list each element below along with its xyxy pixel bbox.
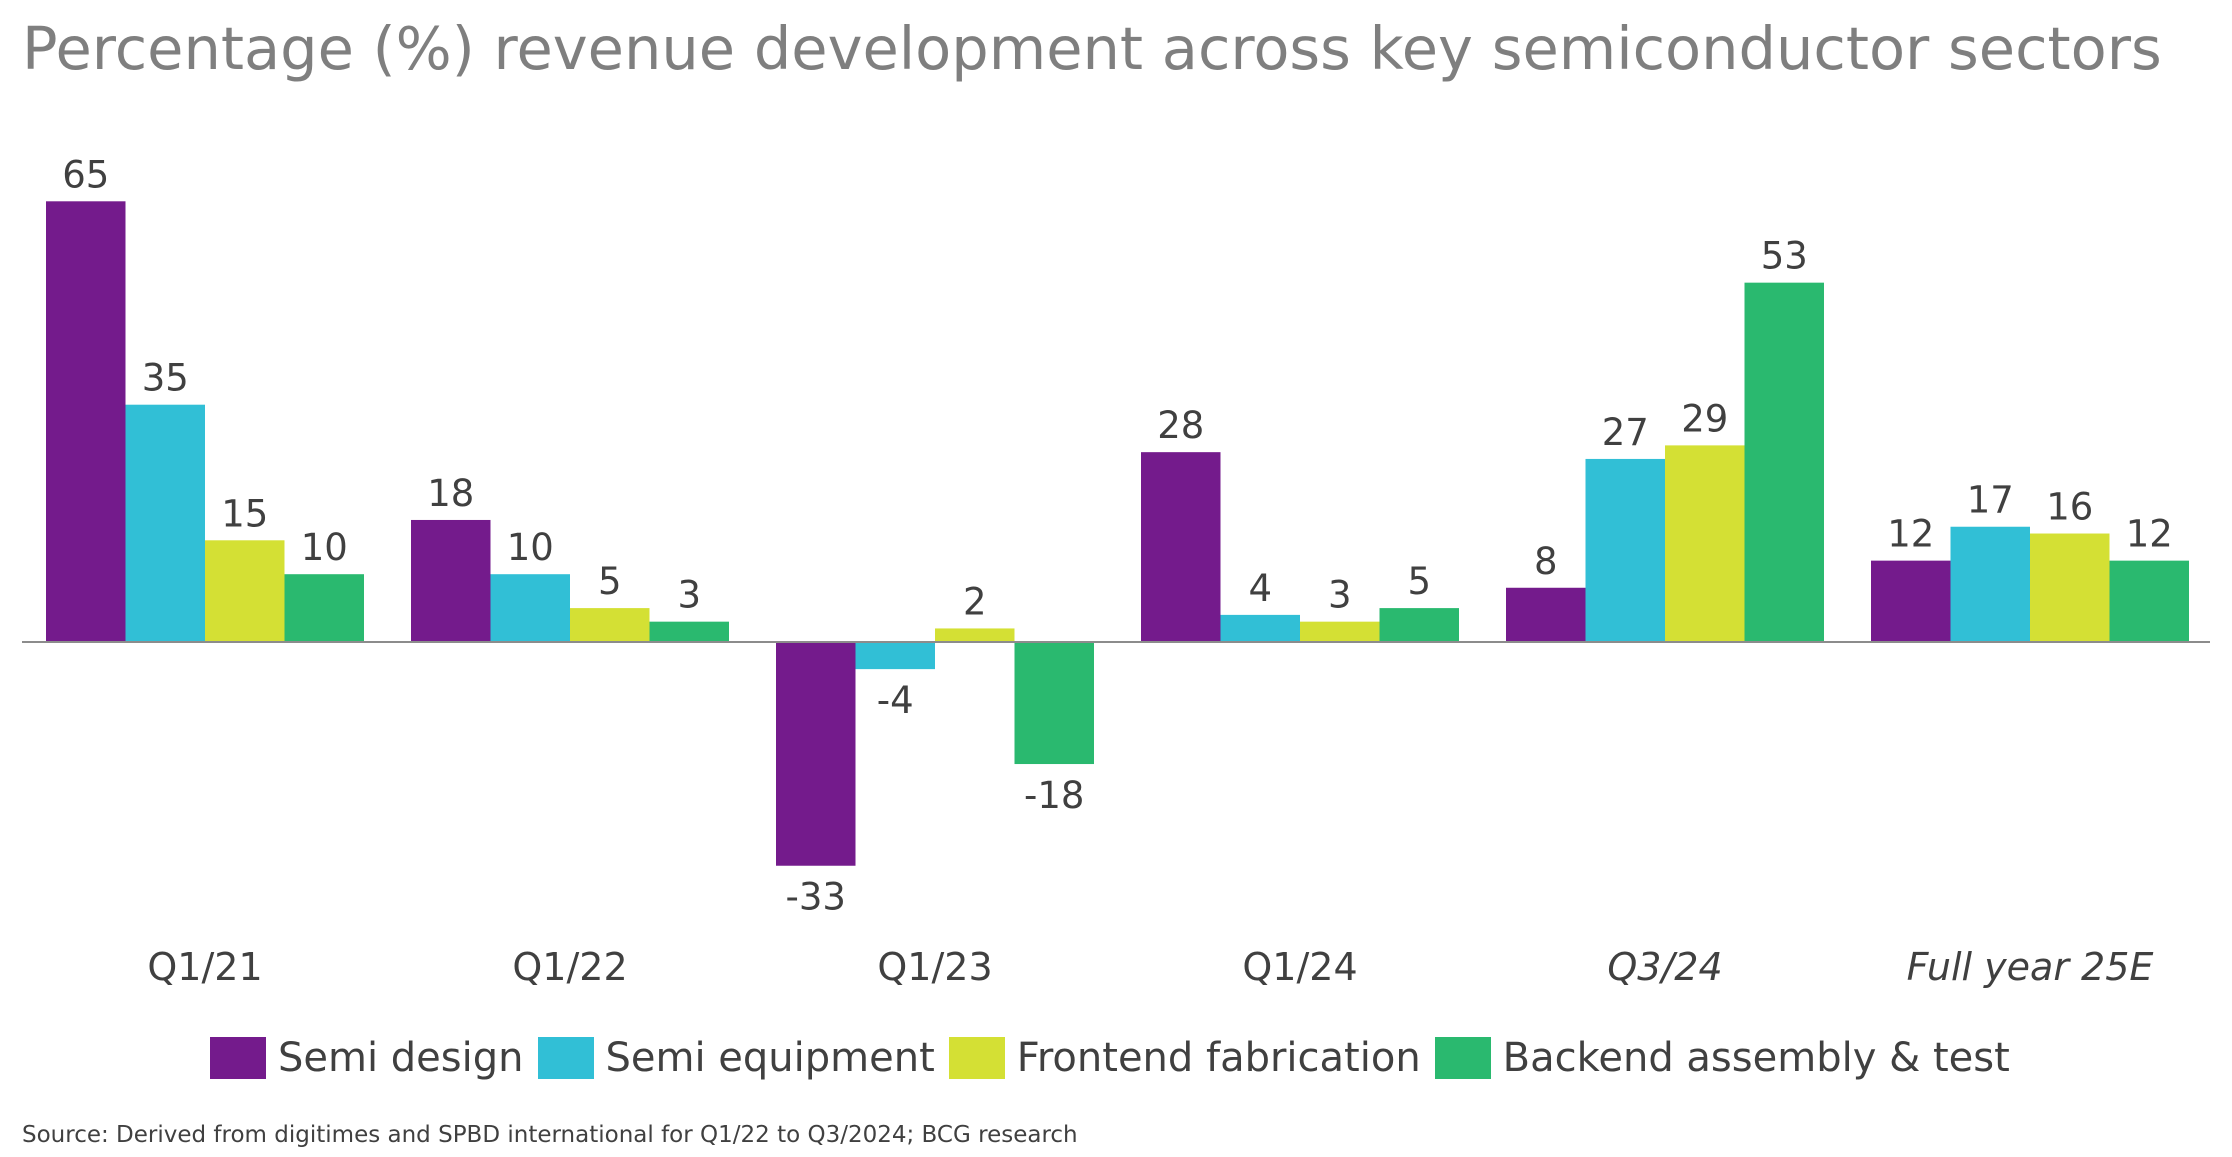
value-label-frontend-fabrication-full-year-25e: 16 (2046, 486, 2093, 529)
value-label-backend-assembly-test-q1-24: 5 (1407, 560, 1431, 603)
bar-backend-assembly-test-full-year-25e (2109, 560, 2189, 642)
source-note: Source: Derived from digitimes and SPBD … (22, 1122, 1078, 1148)
legend-item-backend-assembly-test: Backend assembly & test (1434, 1035, 2010, 1081)
value-label-semi-design-q1-21: 65 (62, 153, 109, 196)
legend-item-semi-design: Semi design (210, 1035, 524, 1081)
category-label-q3-24: Q3/24 (1607, 945, 1722, 989)
value-label-backend-assembly-test-q3-24: 53 (1761, 235, 1808, 278)
bar-frontend-fabrication-q1-21 (205, 540, 285, 642)
bar-semi-design-q1-22 (411, 519, 491, 642)
legend-label-backend-assembly-test: Backend assembly & test (1502, 1035, 2010, 1081)
legend-label-semi-design: Semi design (278, 1035, 524, 1081)
legend-item-frontend-fabrication: Frontend fabrication (948, 1035, 1421, 1081)
legend-swatch-semi-equipment (537, 1037, 594, 1079)
bar-semi-design-q1-21 (46, 201, 126, 643)
legend-swatch-backend-assembly-test (1434, 1037, 1491, 1079)
category-label-q1-23: Q1/23 (877, 945, 992, 989)
legend-swatch-semi-design (210, 1037, 266, 1079)
bar-backend-assembly-test-q1-24 (1379, 608, 1459, 642)
value-label-semi-design-q1-23: -33 (786, 876, 846, 919)
value-label-semi-design-full-year-25e: 12 (1887, 513, 1934, 556)
value-label-backend-assembly-test-q1-21: 10 (301, 526, 348, 569)
bar-backend-assembly-test-q3-24 (1744, 282, 1824, 642)
bar-frontend-fabrication-full-year-25e (2030, 533, 2110, 642)
value-label-backend-assembly-test-q1-23: -18 (1024, 774, 1084, 817)
bar-semi-equipment-q1-24 (1220, 614, 1300, 642)
value-label-backend-assembly-test-full-year-25e: 12 (2126, 513, 2173, 556)
value-label-frontend-fabrication-q1-24: 3 (1328, 574, 1352, 617)
value-label-semi-design-q1-24: 28 (1157, 404, 1204, 447)
value-label-frontend-fabrication-q1-22: 5 (598, 560, 622, 603)
category-label-q1-22: Q1/22 (512, 945, 627, 989)
bar-backend-assembly-test-q1-23 (1014, 642, 1094, 765)
bar-frontend-fabrication-q1-24 (1300, 621, 1380, 642)
bar-semi-design-q1-24 (1141, 452, 1221, 642)
legend: Semi design Semi equipment Frontend fabric… (210, 1035, 2024, 1081)
legend-item-semi-equipment: Semi equipment (537, 1035, 935, 1081)
bar-frontend-fabrication-q3-24 (1665, 445, 1745, 642)
category-label-full-year-25e: Full year 25E (1907, 945, 2154, 989)
category-labels-layer: Q1/21 Q1/22 Q1/23 Q1/24 Q3/24 Full year 25E (147, 945, 2153, 989)
bar-semi-equipment-q3-24 (1585, 458, 1665, 642)
legend-label-frontend-fabrication: Frontend fabrication (1016, 1035, 1421, 1081)
value-label-frontend-fabrication-q1-21: 15 (221, 492, 268, 535)
bar-frontend-fabrication-q1-23 (935, 628, 1015, 642)
bar-semi-equipment-q1-22 (490, 574, 570, 642)
bar-semi-equipment-q1-21 (125, 404, 205, 642)
value-label-semi-equipment-q1-24: 4 (1248, 567, 1272, 610)
bar-semi-design-q1-23 (776, 642, 856, 866)
bar-backend-assembly-test-q1-21 (284, 574, 364, 642)
category-label-q1-21: Q1/21 (147, 945, 262, 989)
value-label-semi-equipment-full-year-25e: 17 (1967, 479, 2014, 522)
bar-frontend-fabrication-q1-22 (570, 608, 650, 642)
value-label-semi-equipment-q1-22: 10 (507, 526, 554, 569)
legend-swatch-frontend-fabrication (948, 1037, 1005, 1079)
value-label-semi-equipment-q3-24: 27 (1602, 411, 1649, 454)
bar-semi-equipment-q1-23 (855, 642, 935, 670)
bar-semi-design-full-year-25e (1871, 560, 1951, 642)
value-label-semi-design-q3-24: 8 (1534, 540, 1558, 583)
bar-semi-equipment-full-year-25e (1950, 526, 2030, 642)
chart-title: Percentage (%) revenue development acros… (22, 14, 2162, 83)
category-label-q1-24: Q1/24 (1242, 945, 1357, 989)
bar-backend-assembly-test-q1-22 (649, 621, 729, 642)
value-label-frontend-fabrication-q3-24: 29 (1681, 397, 1728, 440)
value-label-semi-equipment-q1-23: -4 (877, 679, 914, 722)
value-label-frontend-fabrication-q1-23: 2 (963, 580, 987, 623)
bar-semi-design-q3-24 (1506, 587, 1586, 642)
bars-layer (46, 201, 2189, 866)
value-label-semi-equipment-q1-21: 35 (142, 357, 189, 400)
value-label-backend-assembly-test-q1-22: 3 (677, 574, 701, 617)
value-label-semi-design-q1-22: 18 (427, 472, 474, 515)
legend-label-semi-equipment: Semi equipment (605, 1035, 935, 1081)
